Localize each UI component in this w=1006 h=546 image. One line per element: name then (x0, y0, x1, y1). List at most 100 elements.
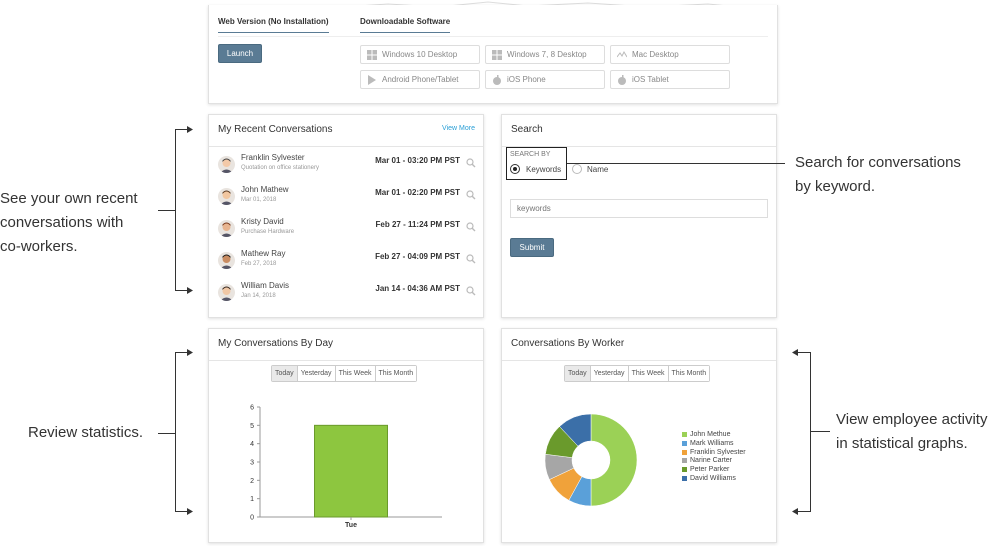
bracket-vertical (175, 129, 176, 291)
search-by-label: SEARCH BY (510, 151, 551, 158)
download-button-label: Windows 7, 8 Desktop (507, 50, 587, 59)
annotation-text: View employee activity (836, 411, 988, 428)
y-tick-label: 2 (250, 478, 254, 485)
windows-icon (367, 49, 377, 60)
bracket-arrow-top (797, 352, 811, 353)
donut-slice[interactable] (559, 414, 592, 447)
radio-name-label: Name (587, 165, 609, 174)
conversation-subtitle: Jan 14, 2018 (241, 293, 276, 299)
download-button-label: iOS Tablet (632, 75, 669, 84)
download-button-label: Mac Desktop (632, 50, 679, 59)
download-ios-tablet-button[interactable]: iOS Tablet (610, 70, 730, 89)
bracket-arrow-bottom (175, 511, 189, 512)
conversation-subtitle: Purchase Hardware (241, 229, 295, 235)
stats-annotation: Review statistics. (28, 424, 144, 441)
worker-today-button[interactable]: Today (565, 366, 591, 381)
legend-label: Peter Parker (690, 466, 730, 474)
worker-yesterday-button[interactable]: Yesterday (590, 366, 629, 381)
day-today-button[interactable]: Today (272, 366, 298, 381)
bracket-connector (810, 431, 830, 432)
windows-icon (492, 49, 502, 60)
y-tick-label: 3 (250, 460, 254, 467)
tabs-divider (218, 36, 768, 37)
magnifier-icon[interactable] (466, 187, 476, 200)
conversation-name: John Mathew (241, 185, 289, 194)
search-input[interactable] (510, 199, 768, 218)
y-tick-label: 5 (250, 423, 254, 430)
radio-keywords-label: Keywords (526, 165, 562, 174)
day-this-month-button[interactable]: This Month (375, 366, 417, 381)
bracket-vertical (810, 352, 811, 512)
day-yesterday-button[interactable]: Yesterday (297, 366, 336, 381)
legend-item: Narine Carter (682, 457, 732, 464)
y-tick-label: 0 (250, 515, 254, 522)
annotation-text: co-workers. (0, 238, 78, 255)
android-icon (367, 74, 377, 85)
conversation-row[interactable]: Kristy David Purchase Hardware Feb 27 - 11… (218, 216, 476, 246)
download-windows-7-8-desktop-button[interactable]: Windows 7, 8 Desktop (485, 45, 605, 64)
download-button-label: Windows 10 Desktop (382, 50, 458, 59)
magnifier-icon[interactable] (466, 251, 476, 264)
legend-swatch (682, 467, 687, 473)
panel-title: Conversations By Worker (511, 338, 625, 349)
apple-icon (617, 74, 627, 85)
avatar (218, 252, 235, 269)
legend-item: Mark Williams (682, 440, 734, 447)
bracket-connector (158, 210, 175, 211)
legend-item: David Williams (682, 475, 736, 482)
radio-name[interactable] (572, 164, 582, 174)
magnifier-icon[interactable] (466, 219, 476, 232)
conversation-subtitle: Mar 01, 2018 (241, 197, 277, 203)
submit-button[interactable]: Submit (510, 238, 554, 257)
activity-annotation: View employee activity in statistical gr… (836, 408, 987, 456)
legend-swatch (682, 449, 687, 455)
download-mac-desktop-button[interactable]: Mac Desktop (610, 45, 730, 64)
annotation-text: See your own recent (0, 190, 138, 207)
y-tick-label: 1 (250, 496, 254, 503)
conversation-row[interactable]: William Davis Jan 14, 2018 Jan 14 - 04:36 … (218, 280, 476, 310)
annotation-text: conversations with (0, 214, 124, 231)
download-button-label: iOS Phone (507, 75, 546, 84)
conversation-date: Mar 01 - 02:20 PM PST (375, 188, 460, 197)
conversation-subtitle: Quotation on office stationery (241, 165, 319, 171)
tab-web-version[interactable]: Web Version (No Installation) (218, 17, 329, 33)
annotation-text: Search for conversations (795, 154, 961, 171)
arrowhead-icon (187, 126, 193, 133)
divider (502, 360, 776, 361)
legend-label: Franklin Sylvester (690, 448, 746, 456)
conversation-row[interactable]: Franklin Sylvester Quotation on office st… (218, 152, 476, 182)
download-ios-phone-button[interactable]: iOS Phone (485, 70, 605, 89)
conversation-subtitle: Feb 27, 2018 (241, 261, 277, 267)
launch-button[interactable]: Launch (218, 44, 262, 63)
conversations-by-worker-panel: Conversations By Worker (501, 328, 777, 543)
avatar (218, 188, 235, 205)
day-this-week-button[interactable]: This Week (335, 366, 376, 381)
magnifier-icon[interactable] (466, 155, 476, 168)
bracket-arrow-top (175, 129, 189, 130)
bar-chart: 0 1 2 3 4 5 6 Tue (250, 405, 442, 529)
conversation-date: Feb 27 - 04:09 PM PST (375, 252, 460, 261)
legend-item: Franklin Sylvester (682, 449, 746, 456)
magnifier-icon[interactable] (466, 283, 476, 296)
y-tick-label: 4 (250, 441, 254, 448)
arrowhead-icon (792, 349, 798, 356)
view-more-link[interactable]: View More (442, 125, 475, 132)
x-tick-label: Tue (345, 522, 357, 529)
bracket-vertical (175, 352, 176, 512)
download-android-phone-tablet-button[interactable]: Android Phone/Tablet (360, 70, 480, 89)
panel-title: Search (511, 124, 543, 135)
download-windows-10-desktop-button[interactable]: Windows 10 Desktop (360, 45, 480, 64)
radio-keywords[interactable] (510, 164, 520, 174)
conversation-row[interactable]: John Mathew Mar 01, 2018 Mar 01 - 02:20 PM… (218, 184, 476, 214)
conversation-row[interactable]: Mathew Ray Feb 27, 2018 Feb 27 - 04:09 PM … (218, 248, 476, 278)
worker-this-week-button[interactable]: This Week (628, 366, 669, 381)
download-button-label: Android Phone/Tablet (382, 75, 459, 84)
conversation-name: Mathew Ray (241, 249, 286, 258)
donut-slice[interactable] (590, 414, 638, 507)
worker-this-month-button[interactable]: This Month (668, 366, 710, 381)
divider (209, 146, 483, 147)
avatar (218, 284, 235, 301)
tab-downloadable-software[interactable]: Downloadable Software (360, 17, 451, 33)
legend-item: John Methue (682, 431, 730, 438)
mac-icon (617, 50, 627, 60)
